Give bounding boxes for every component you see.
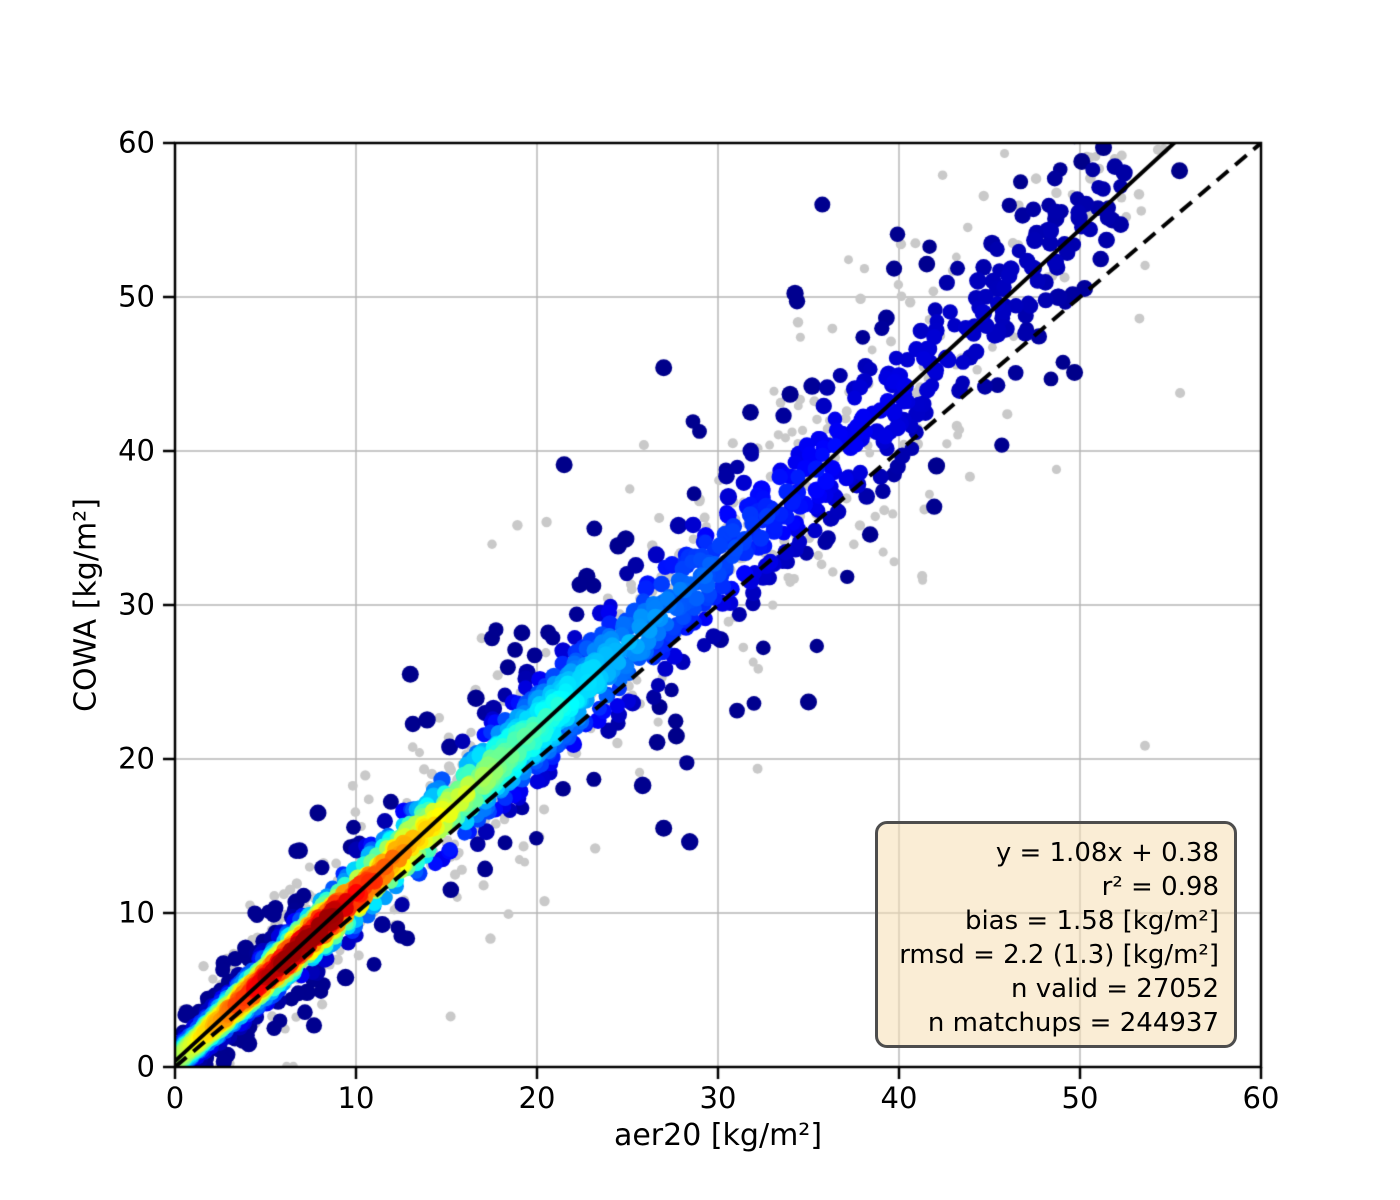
x-axis-label: aer20 [kg/m²] [613, 1118, 823, 1153]
y-axis-label: COWA [kg/m²] [68, 498, 104, 712]
y-tick-label: 10 [118, 895, 155, 930]
x-tick-label: 40 [880, 1081, 918, 1115]
y-tick-label: 0 [136, 1049, 155, 1084]
x-tick-label: 50 [1061, 1081, 1099, 1115]
stats-box: y = 1.08x + 0.38 r² = 0.98 bias = 1.58 [… [875, 821, 1237, 1048]
y-tick-label: 50 [118, 279, 155, 314]
stats-equation: y = 1.08x + 0.38 [995, 838, 1219, 868]
y-tick-label: 40 [118, 433, 155, 468]
y-tick-label: 30 [118, 587, 155, 622]
stats-n-valid: n valid = 27052 [1010, 974, 1219, 1004]
x-tick-label: 60 [1242, 1081, 1280, 1115]
y-tick-label: 60 [118, 125, 155, 160]
y-tick-label: 20 [118, 741, 155, 776]
x-tick-label: 20 [518, 1081, 556, 1115]
stats-rmsd: rmsd = 2.2 (1.3) [kg/m²] [899, 940, 1219, 970]
stats-n-matchups: n matchups = 244937 [927, 1008, 1219, 1038]
x-tick-label: 10 [337, 1081, 375, 1115]
x-tick-label: 30 [699, 1081, 737, 1115]
x-tick-label: 0 [165, 1081, 185, 1115]
stats-r2: r² = 0.98 [1101, 872, 1219, 902]
stats-bias: bias = 1.58 [kg/m²] [964, 906, 1219, 936]
